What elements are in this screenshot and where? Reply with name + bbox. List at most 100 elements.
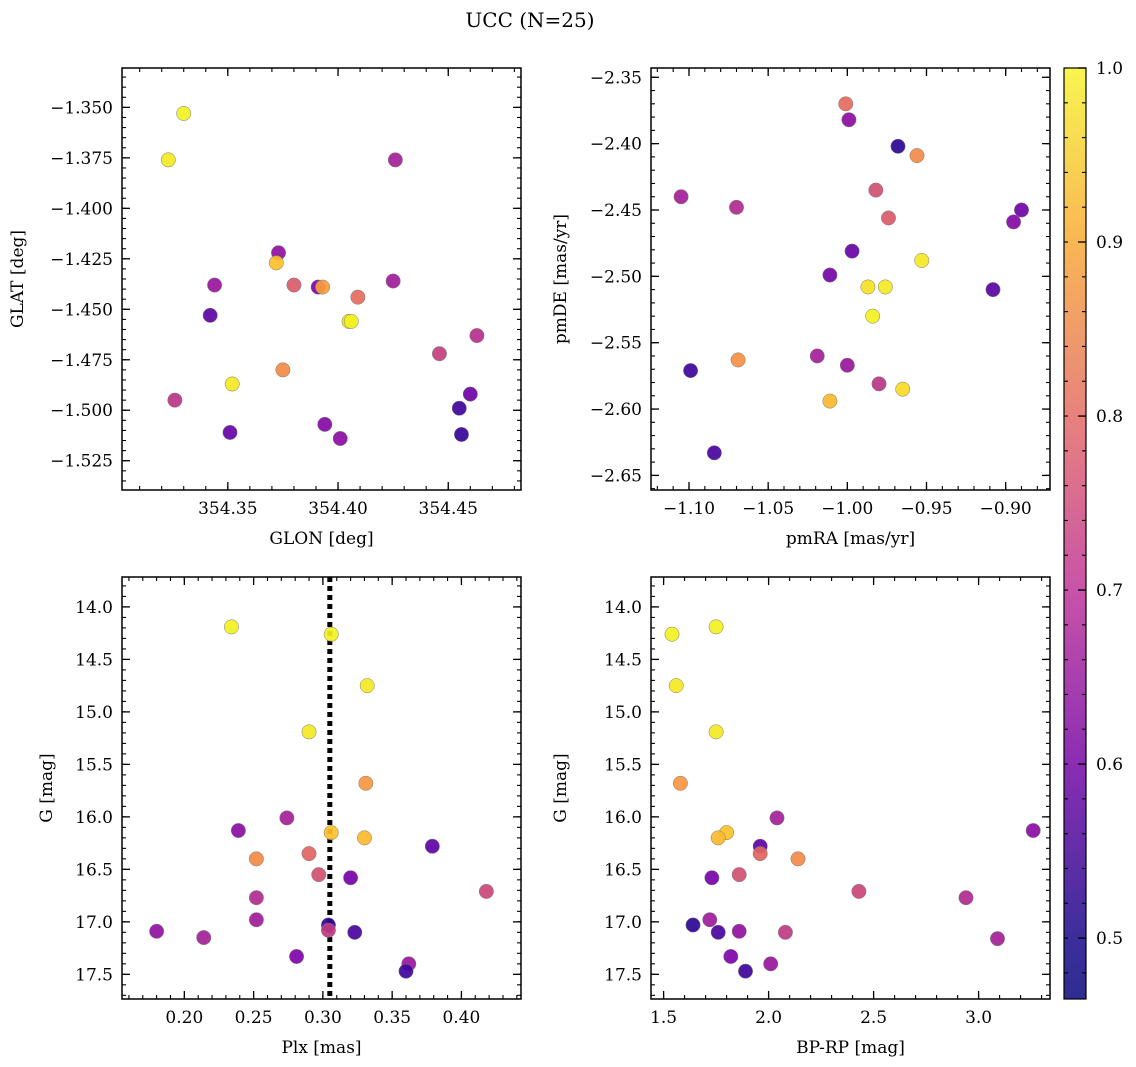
data-point <box>343 313 359 329</box>
data-point <box>222 425 238 440</box>
data-point <box>398 963 414 979</box>
data-point <box>710 924 726 940</box>
y-axis-label: G [mag] <box>37 753 57 822</box>
data-point <box>323 825 339 841</box>
data-point <box>1025 823 1041 838</box>
x-axis-label: BP-RP [mag] <box>796 1038 905 1058</box>
data-point <box>865 308 881 324</box>
data-point <box>822 393 838 409</box>
data-point <box>909 148 925 164</box>
y-tick-label: 16.5 <box>75 860 113 880</box>
x-axis-label: Plx [mas] <box>281 1038 361 1058</box>
data-point <box>871 376 887 392</box>
data-point <box>320 922 336 938</box>
data-point <box>350 289 366 305</box>
data-point <box>454 427 469 442</box>
data-point <box>359 678 375 694</box>
data-point <box>844 243 860 259</box>
data-point <box>706 445 722 461</box>
x-tick-label: −0.95 <box>900 499 952 519</box>
data-point <box>664 626 680 642</box>
x-tick-label: 354.40 <box>308 499 367 519</box>
data-point <box>248 912 264 928</box>
data-point <box>738 963 753 979</box>
y-tick-label: 14.5 <box>604 650 642 670</box>
x-axis-label: GLON [deg] <box>269 529 373 549</box>
y-tick-label: −2.45 <box>590 201 642 221</box>
colorbar-gradient <box>1063 67 1087 1000</box>
y-axis-label: GLAT [deg] <box>8 230 28 328</box>
data-point <box>708 619 724 635</box>
data-point <box>387 152 403 168</box>
data-point <box>347 924 363 940</box>
panel-1: 354.35 354.40 354.45 −1.350 −1.375 −1.400 −1.4… <box>8 67 522 549</box>
data-point <box>311 867 327 883</box>
data-point <box>868 182 884 198</box>
data-point <box>683 363 699 379</box>
x-tick-label: 0.25 <box>235 1008 273 1028</box>
data-point <box>332 431 348 446</box>
y-tick-label: −2.40 <box>590 135 642 155</box>
data-point <box>149 923 165 939</box>
data-point <box>704 870 720 886</box>
data-point <box>230 823 246 838</box>
data-point <box>731 923 747 939</box>
x-tick-label: 0.20 <box>165 1008 203 1028</box>
data-point <box>914 252 930 268</box>
y-tick-label: −2.55 <box>590 334 642 354</box>
axis-ticks <box>122 577 521 999</box>
y-tick-label: 15.0 <box>75 703 113 723</box>
y-tick-label: −2.65 <box>590 466 642 486</box>
colorbar-ticks: 0.5 0.6 0.7 0.8 0.9 1.0 <box>1064 59 1123 974</box>
y-tick-label: 16.0 <box>75 808 113 828</box>
y-tick-label: −2.50 <box>590 267 642 287</box>
data-point <box>424 838 440 854</box>
axes-frame <box>650 67 1051 491</box>
y-tick-label: 17.0 <box>75 913 113 933</box>
y-tick-label: −2.35 <box>590 68 642 88</box>
y-tick-label: 15.0 <box>604 703 642 723</box>
axis-ticks <box>651 68 1050 490</box>
data-point <box>289 949 305 964</box>
x-tick-label: 1.5 <box>650 1008 677 1028</box>
data-point <box>839 357 855 373</box>
data-point <box>275 362 291 378</box>
data-point <box>895 381 911 397</box>
data-point <box>809 348 825 364</box>
data-point <box>462 386 478 402</box>
colorbar-tick-label: 0.8 <box>1096 407 1123 427</box>
data-point <box>672 775 688 791</box>
figure-title: UCC (N=25) <box>465 8 594 32</box>
data-point <box>301 724 317 740</box>
scatter-points <box>160 105 485 446</box>
y-tick-label: −1.500 <box>50 401 113 421</box>
y-tick-label: −1.525 <box>50 452 113 472</box>
x-tick-label: −1.10 <box>663 499 715 519</box>
x-tick-label: 0.30 <box>304 1008 342 1028</box>
y-tick-label: 17.5 <box>604 965 642 985</box>
data-point <box>673 189 689 205</box>
colorbar-tick-label: 0.7 <box>1096 581 1123 601</box>
panel-2: −1.10 −1.05 −1.00 −0.95 −0.90 −2.35 −2.40 −2.45… <box>551 67 1051 549</box>
data-point <box>301 846 317 862</box>
data-point <box>167 392 183 408</box>
data-point <box>315 279 331 295</box>
y-tick-label: −1.400 <box>50 199 113 219</box>
data-point <box>877 279 893 295</box>
data-point <box>890 138 906 154</box>
data-point <box>777 924 793 940</box>
scatter-points <box>664 619 1041 979</box>
data-point <box>469 328 485 343</box>
data-point <box>731 867 747 883</box>
y-tick-label: 14.0 <box>604 598 642 618</box>
panel-3: 0.20 0.25 0.30 0.35 0.40 14.0 14.5 15.0 15.5 16.0… <box>37 576 522 1058</box>
data-point <box>702 912 718 928</box>
data-point <box>790 851 806 867</box>
data-point <box>478 883 494 899</box>
data-point <box>985 282 1001 298</box>
data-point <box>323 626 339 642</box>
data-point <box>958 890 974 906</box>
data-point <box>822 267 838 283</box>
axis-ticks <box>122 68 521 490</box>
colorbar: 0.5 0.6 0.7 0.8 0.9 1.0 <box>1063 59 1123 1000</box>
